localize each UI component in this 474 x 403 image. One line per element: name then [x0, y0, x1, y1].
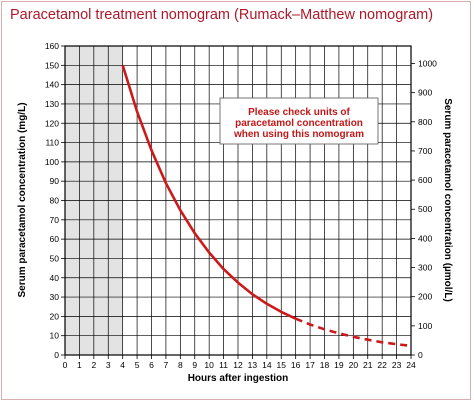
- y2-tick-label: 400: [418, 233, 432, 243]
- x-tick-label: 18: [320, 360, 330, 370]
- x-tick-label: 11: [219, 360, 228, 370]
- x-tick-label: 3: [106, 360, 111, 370]
- y-tick-label: 0: [54, 350, 59, 360]
- y2-tick-label: 900: [418, 88, 432, 98]
- y-tick-label: 50: [50, 253, 60, 263]
- x-tick-label: 6: [149, 360, 154, 370]
- x-tick-label: 4: [120, 360, 125, 370]
- y2-tick-label: 700: [418, 146, 432, 156]
- y2-tick-label: 600: [418, 175, 432, 185]
- units-warning-box: [219, 97, 379, 145]
- x-tick-label: 23: [392, 360, 402, 370]
- units-warning-line-1: Please check units of: [248, 107, 350, 118]
- y-tick-label: 140: [45, 80, 59, 90]
- units-warning-line-3: when using this nomogram: [233, 129, 364, 140]
- y2-tick-label: 200: [418, 292, 432, 302]
- y-tick-label: 10: [50, 331, 60, 341]
- x-tick-label: 10: [204, 360, 214, 370]
- x-axis-label: Hours after ingestion: [188, 373, 289, 384]
- y-tick-label: 150: [45, 60, 59, 70]
- x-tick-label: 0: [63, 360, 68, 370]
- chart-title: Paracetamol treatment nomogram (Rumack–M…: [10, 7, 434, 23]
- x-tick-label: 14: [262, 360, 272, 370]
- treatment-line-series: [121, 64, 412, 348]
- x-tick-label: 20: [349, 360, 359, 370]
- x-tick-label: 5: [135, 360, 140, 370]
- y-tick-label: 40: [50, 273, 60, 283]
- treatment-line-dashed: [295, 317, 412, 348]
- y-axis-label-right: Serum paracetamol concentration (µmol/L): [442, 98, 453, 302]
- y-tick-label: 120: [45, 118, 59, 128]
- y2-tick-label: 1000: [418, 58, 437, 68]
- x-tick-label: 13: [248, 360, 258, 370]
- y-tick-label: 60: [50, 234, 60, 244]
- y2-tick-label: 100: [418, 321, 432, 331]
- tick-labels: 0 1 2 3 4 5 6 7 8 9 10 11 12 13 14 15 16 17 18 19 20 21 22 23 24…: [45, 41, 437, 370]
- x-tick-label: 24: [406, 360, 416, 370]
- y-tick-label: 110: [45, 138, 59, 148]
- x-tick-label: 15: [277, 360, 287, 370]
- y-tick-label: 130: [45, 99, 59, 109]
- y2-tick-label: 500: [418, 204, 432, 214]
- units-warning-line-2: paracetamol concentration: [235, 118, 363, 129]
- treatment-line-solid: [121, 64, 297, 320]
- y2-tick-label: 800: [418, 117, 432, 127]
- x-tick-label: 21: [363, 360, 373, 370]
- x-tick-label: 2: [91, 360, 96, 370]
- y-tick-label: 20: [50, 311, 60, 321]
- y-tick-label: 70: [50, 215, 60, 225]
- y-tick-label: 100: [45, 157, 59, 167]
- y-tick-label: 160: [45, 41, 59, 51]
- x-tick-label: 16: [291, 360, 301, 370]
- x-tick-label: 19: [334, 360, 344, 370]
- x-tick-label: 17: [305, 360, 315, 370]
- y-tick-label: 90: [50, 176, 60, 186]
- x-tick-label: 9: [192, 360, 197, 370]
- x-tick-label: 22: [377, 360, 387, 370]
- x-tick-label: 8: [178, 360, 183, 370]
- y-axis-label-left: Serum paracetamol concentration (mg/L): [17, 102, 28, 297]
- y2-tick-label: 300: [418, 263, 432, 273]
- x-tick-label: 12: [233, 360, 243, 370]
- x-tick-label: 7: [164, 360, 169, 370]
- x-tick-label: 1: [77, 360, 82, 370]
- y-tick-label: 30: [50, 292, 60, 302]
- y2-tick-label: 0: [418, 350, 423, 360]
- y-tick-label: 80: [50, 196, 60, 206]
